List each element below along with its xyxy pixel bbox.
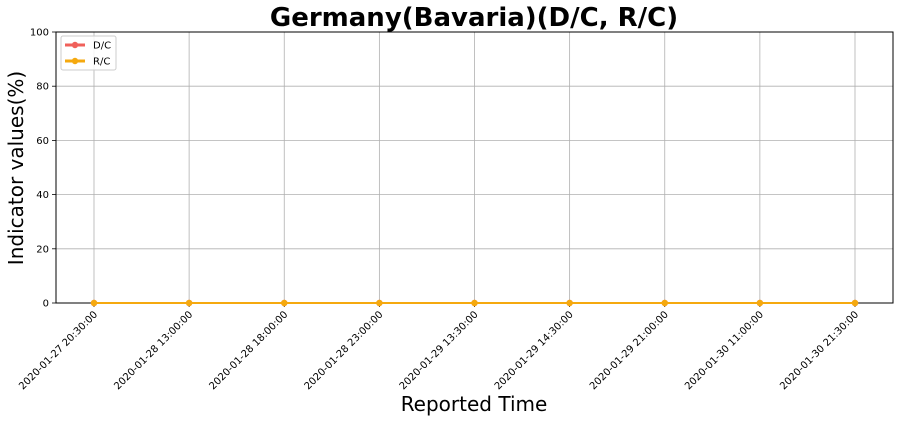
chart-title: Germany(Bavaria)(D/C, R/C) <box>270 3 678 33</box>
data-point <box>90 299 98 307</box>
legend-marker <box>71 41 79 49</box>
grid-lines <box>56 31 893 304</box>
legend: D/C R/C <box>60 35 117 71</box>
legend-marker <box>71 57 79 65</box>
legend-label: R/C <box>93 57 110 68</box>
x-axis: 2020-01-27 20:30:00 2020-01-28 13:00:00 20… <box>17 303 861 392</box>
data-point <box>376 299 383 307</box>
data-point <box>566 299 573 307</box>
x-tick-label: 2020-01-27 20:30:00 <box>17 309 100 392</box>
x-tick-label: 2020-01-29 14:30:00 <box>493 309 576 392</box>
data-point <box>185 299 193 307</box>
y-axis: 0 20 40 60 80 100 <box>30 28 56 310</box>
data-point <box>756 299 764 307</box>
y-tick-label: 40 <box>36 190 49 201</box>
x-tick-label: 2020-01-29 21:00:00 <box>588 309 671 392</box>
data-point <box>471 299 478 307</box>
y-tick-label: 0 <box>43 299 49 310</box>
y-tick-label: 100 <box>30 28 49 39</box>
legend-label: D/C <box>93 41 111 52</box>
data-point <box>661 299 668 307</box>
data-point <box>851 299 859 307</box>
y-tick-label: 60 <box>36 136 49 147</box>
series-layer <box>90 299 859 307</box>
data-point <box>281 299 288 307</box>
x-tick-label: 2020-01-30 21:30:00 <box>778 309 861 392</box>
x-tick-label: 2020-01-28 18:00:00 <box>207 309 290 392</box>
y-axis-label: Indicator values(%) <box>4 71 28 265</box>
x-tick-label: 2020-01-29 13:30:00 <box>398 309 481 392</box>
x-tick-label: 2020-01-30 11:00:00 <box>683 309 766 392</box>
y-tick-label: 80 <box>36 82 49 93</box>
x-tick-label: 2020-01-28 13:00:00 <box>112 309 195 392</box>
x-axis-label: Reported Time <box>401 392 548 416</box>
y-tick-label: 20 <box>36 244 49 255</box>
x-tick-label: 2020-01-28 23:00:00 <box>303 309 386 392</box>
